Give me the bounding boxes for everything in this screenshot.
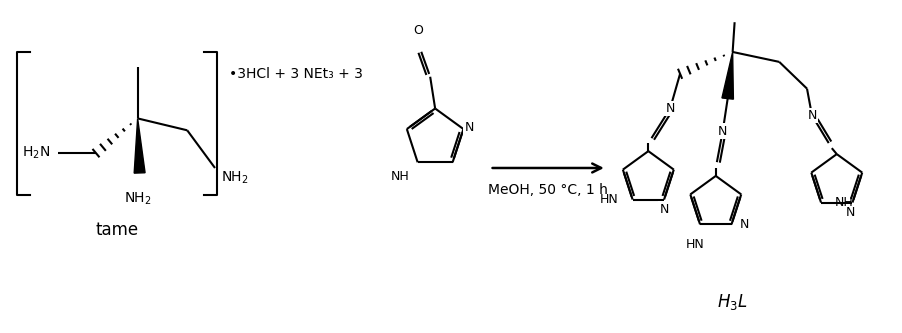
Text: $H_3L$: $H_3L$ xyxy=(716,292,747,312)
Text: HN: HN xyxy=(599,193,618,206)
Text: O: O xyxy=(413,24,423,37)
Text: N: N xyxy=(739,218,748,231)
Text: N: N xyxy=(465,121,474,134)
Text: N: N xyxy=(665,102,674,115)
Text: MeOH, 50 °C, 1 h: MeOH, 50 °C, 1 h xyxy=(488,183,607,197)
Text: H$_2$N: H$_2$N xyxy=(23,145,51,161)
Text: NH$_2$: NH$_2$ xyxy=(124,191,152,207)
Text: N: N xyxy=(658,202,668,215)
Text: N: N xyxy=(845,205,854,218)
Text: NH: NH xyxy=(391,170,410,183)
Text: •3HCl + 3 NEt₃ + 3: •3HCl + 3 NEt₃ + 3 xyxy=(228,67,363,81)
Text: NH: NH xyxy=(834,196,852,209)
Text: NH$_2$: NH$_2$ xyxy=(221,170,248,186)
Polygon shape xyxy=(722,52,732,99)
Text: HN: HN xyxy=(685,238,704,251)
Polygon shape xyxy=(134,119,145,173)
Text: N: N xyxy=(717,125,727,138)
Text: tame: tame xyxy=(95,220,138,238)
Text: N: N xyxy=(806,109,815,122)
